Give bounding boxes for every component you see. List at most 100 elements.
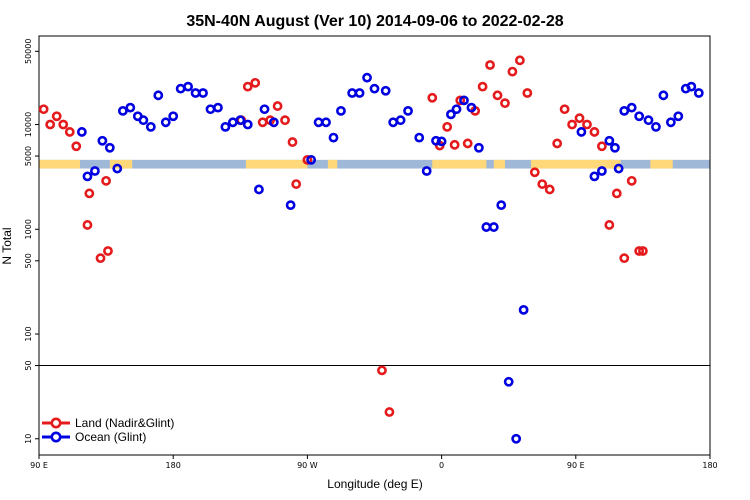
y-axis-label: N Total xyxy=(0,227,14,264)
land-point xyxy=(611,188,622,199)
plot-frame xyxy=(38,35,711,456)
land-point xyxy=(634,246,645,256)
land-point xyxy=(377,365,387,376)
x-tick-label: 0 xyxy=(439,461,444,470)
land-point xyxy=(544,184,555,195)
surface-band-ocean xyxy=(39,159,710,169)
ocean-point xyxy=(362,72,372,83)
ocean-point xyxy=(369,83,380,94)
ocean-point xyxy=(321,117,331,128)
ocean-point xyxy=(651,121,661,132)
land-point xyxy=(272,101,283,111)
ocean-point xyxy=(634,111,645,122)
land-point xyxy=(302,154,313,165)
land-point xyxy=(250,77,261,88)
ocean-point xyxy=(125,102,136,113)
land-point xyxy=(567,119,577,130)
land-point xyxy=(84,188,95,199)
land-point xyxy=(64,127,75,137)
ocean-point xyxy=(395,115,406,126)
ocean-point xyxy=(481,222,492,232)
land-point xyxy=(477,81,488,92)
land-point xyxy=(522,88,533,98)
ocean-point xyxy=(643,115,654,126)
ocean-point xyxy=(610,142,620,153)
land-point xyxy=(604,220,615,230)
surface-band-land-1 xyxy=(109,159,133,169)
land-point xyxy=(95,253,106,264)
land-point xyxy=(514,55,525,66)
ocean-point xyxy=(190,88,201,98)
land-point xyxy=(58,119,69,130)
land-point xyxy=(492,90,503,101)
ocean-point xyxy=(259,104,270,115)
ocean-point xyxy=(104,142,115,153)
land-point xyxy=(442,121,453,132)
land-point xyxy=(103,246,113,256)
ocean-point xyxy=(626,102,637,113)
ocean-point xyxy=(76,127,87,137)
ocean-point xyxy=(285,200,296,211)
land-point xyxy=(280,115,290,126)
land-point xyxy=(82,220,93,230)
y-tick-label: 10000 xyxy=(24,112,33,137)
land-point xyxy=(559,104,570,115)
ocean-point xyxy=(466,102,477,113)
ocean-point xyxy=(175,83,186,94)
surface-band-land-7 xyxy=(650,159,673,169)
ocean-point xyxy=(82,171,93,182)
land-point xyxy=(500,98,510,109)
legend-entry-land: Land (Nadir&Glint) xyxy=(42,416,174,430)
land-point xyxy=(537,179,548,189)
y-tick-label: 5000 xyxy=(24,146,33,166)
legend-entry-ocean: Ocean (Glint) xyxy=(42,430,146,444)
x-tick-label: 90 E xyxy=(30,461,48,470)
land-point xyxy=(626,175,637,186)
land-point xyxy=(291,179,302,189)
y-tick-label: 50 xyxy=(24,360,33,370)
ocean-point xyxy=(235,115,246,126)
ocean-point xyxy=(421,166,432,176)
land-point xyxy=(552,138,563,149)
ocean-point xyxy=(665,117,676,128)
land-point xyxy=(455,95,466,106)
surface-band xyxy=(39,159,710,169)
land-point xyxy=(384,407,395,417)
land-point xyxy=(507,66,518,77)
ocean-point xyxy=(613,163,624,174)
land-point xyxy=(619,253,630,264)
land-point xyxy=(582,119,592,130)
x-tick-label: 180 xyxy=(702,461,717,470)
ocean-point xyxy=(160,117,171,128)
land-point xyxy=(427,92,438,103)
ocean-point xyxy=(328,132,339,143)
land-point xyxy=(287,137,298,147)
ocean-point xyxy=(403,105,413,116)
ocean-point xyxy=(673,111,684,122)
surface-band-land-3 xyxy=(327,159,338,169)
ocean-point xyxy=(446,109,456,120)
ocean-point xyxy=(205,104,216,115)
ocean-point xyxy=(388,117,399,128)
x-tick-label: 90 E xyxy=(567,461,585,470)
surface-band-land-2 xyxy=(245,159,308,169)
ocean-point xyxy=(145,121,156,132)
y-tick-label: 500 xyxy=(24,253,33,268)
ocean-point xyxy=(518,304,529,315)
ocean-point xyxy=(414,132,425,143)
ocean-point xyxy=(138,115,149,126)
ocean-point xyxy=(242,119,253,130)
ocean-point xyxy=(511,433,522,444)
ocean-point xyxy=(488,222,499,232)
ocean-point xyxy=(380,85,391,96)
ocean-point xyxy=(313,117,324,128)
ocean-point xyxy=(589,171,600,182)
ocean-point xyxy=(227,117,238,128)
land-point xyxy=(596,141,607,152)
ocean-point xyxy=(168,111,179,122)
legend-ocean-marker xyxy=(50,431,62,443)
x-tick-label: 180 xyxy=(166,461,181,470)
land-point xyxy=(449,139,460,150)
land-point xyxy=(462,138,473,149)
